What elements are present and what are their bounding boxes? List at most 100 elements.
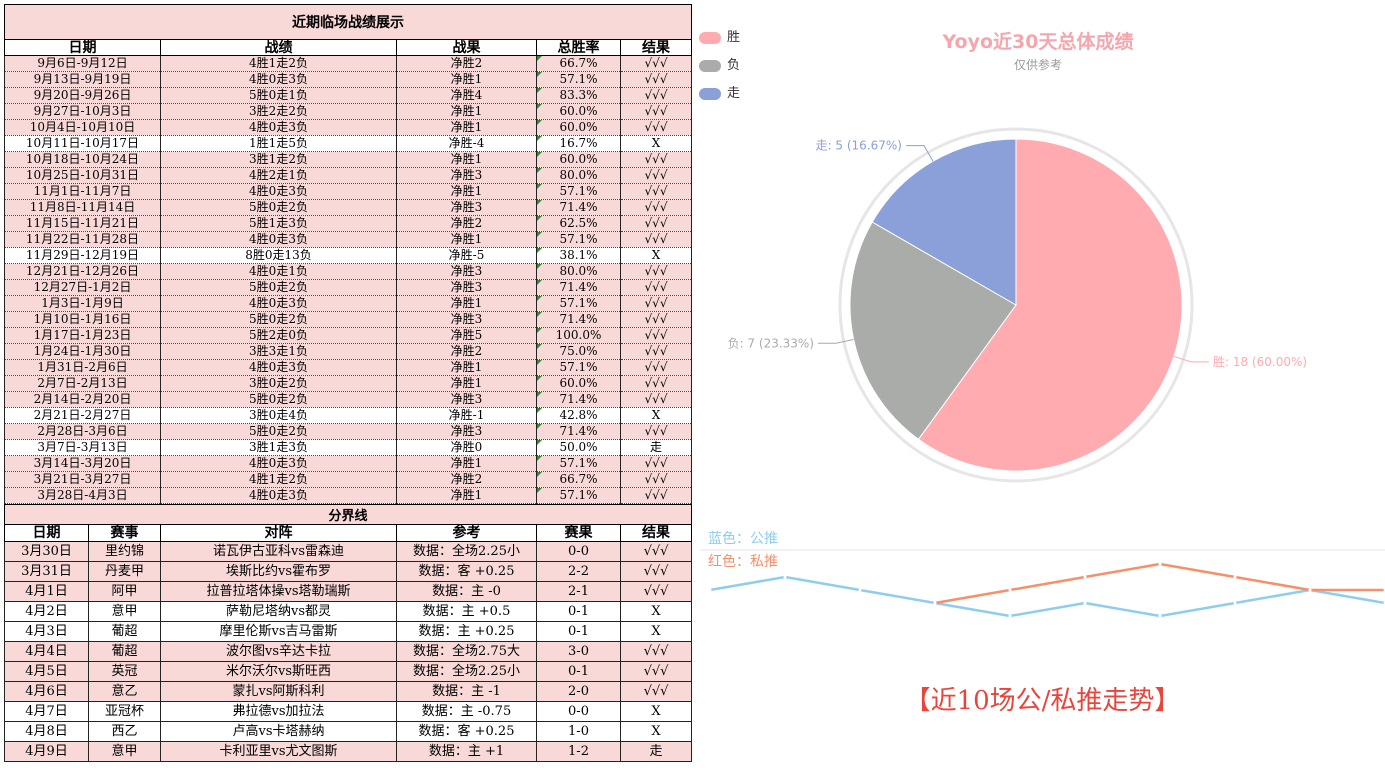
table-row: 2月7日-2月13日 3胜0走2负 净胜1 60.0% √√√ <box>4 375 693 392</box>
row-result: √√√ <box>619 375 693 392</box>
header-score: 赛果 <box>536 524 621 542</box>
table-row: 12月21日-12月26日 4胜0走1负 净胜3 80.0% √√√ <box>4 263 693 280</box>
pie-slice-0[interactable] <box>917 138 1183 472</box>
legend-item-win[interactable]: 胜 <box>699 26 740 45</box>
row-league: 意甲 <box>88 601 161 622</box>
pie-slice-1[interactable] <box>849 221 1017 440</box>
row-score: 2-0 <box>536 681 621 702</box>
row-match: 米尔沃尔vs斯旺西 <box>160 661 397 682</box>
row-outcome: 净胜1 <box>396 151 537 168</box>
row-date: 10月11日-10月17日 <box>4 135 161 152</box>
table-row: 9月27日-10月3日 3胜2走2负 净胜1 60.0% √√√ <box>4 103 693 120</box>
row-rate: 38.1% <box>536 247 621 264</box>
row-league: 丹麦甲 <box>88 561 161 582</box>
row-date: 4月7日 <box>4 701 89 722</box>
legend-label-push: 走 <box>727 86 741 101</box>
row-record: 5胜0走2负 <box>160 279 397 296</box>
legend-item-loss[interactable]: 负 <box>699 54 740 73</box>
row-league: 英冠 <box>88 661 161 682</box>
table-row: 10月25日-10月31日 4胜2走1负 净胜3 80.0% √√√ <box>4 167 693 184</box>
row-match: 萨勒尼塔纳vs都灵 <box>160 601 397 622</box>
row-date: 3月28日-4月3日 <box>4 487 161 504</box>
table-row: 11月1日-11月7日 4胜0走3负 净胜1 57.1% √√√ <box>4 183 693 200</box>
legend-label-loss: 负 <box>727 58 741 73</box>
row-result: √√√ <box>619 167 693 184</box>
row-result: 走 <box>619 439 693 456</box>
table-row: 3月14日-3月20日 4胜0走3负 净胜1 57.1% √√√ <box>4 455 693 472</box>
row-result: √√√ <box>619 215 693 232</box>
row-reference: 数据：全场2.25小 <box>396 661 537 682</box>
table-row: 1月31日-2月6日 4胜0走3负 净胜1 57.1% √√√ <box>4 359 693 376</box>
row-rate: 80.0% <box>536 167 621 184</box>
header-result: 结果 <box>619 39 693 56</box>
row-outcome: 净胜4 <box>396 87 537 104</box>
trend-point-1-6 <box>1158 562 1162 566</box>
row-outcome: 净胜3 <box>396 279 537 296</box>
row-match: 卡利亚里vs尤文图斯 <box>160 741 397 762</box>
row-result: √√√ <box>619 151 693 168</box>
row-rate: 42.8% <box>536 407 621 424</box>
row-result: X <box>619 601 693 622</box>
trend-caption: 【近10场公/私推走势】 <box>904 686 1181 716</box>
trend-point-1-8 <box>1308 588 1312 592</box>
row-record: 5胜0走2负 <box>160 199 397 216</box>
row-date: 11月1日-11月7日 <box>4 183 161 200</box>
row-date: 11月8日-11月14日 <box>4 199 161 216</box>
row-record: 8胜0走13负 <box>160 247 397 264</box>
table-row: 4月3日 葡超 摩里伦斯vs吉马雷斯 数据：主 +0.25 0-1 X <box>4 621 693 642</box>
pie-slice-2[interactable] <box>871 138 1017 306</box>
row-record: 4胜2走1负 <box>160 167 397 184</box>
row-outcome: 净胜1 <box>396 71 537 88</box>
legend-swatch-push <box>699 87 721 100</box>
row-outcome: 净胜0 <box>396 439 537 456</box>
table-row: 1月3日-1月9日 4胜0走3负 净胜1 57.1% √√√ <box>4 295 693 312</box>
row-record: 5胜1走3负 <box>160 215 397 232</box>
pie-leader-2 <box>906 145 934 162</box>
row-date: 9月6日-9月12日 <box>4 55 161 72</box>
row-result: √√√ <box>619 681 693 702</box>
row-record: 4胜0走3负 <box>160 183 397 200</box>
row-result: √√√ <box>619 327 693 344</box>
row-date: 1月17日-1月23日 <box>4 327 161 344</box>
row-score: 0-0 <box>536 541 621 562</box>
row-match: 蒙扎vs阿斯科利 <box>160 681 397 702</box>
row-league: 亚冠杯 <box>88 701 161 722</box>
row-outcome: 净胜-4 <box>396 135 537 152</box>
header-record: 战绩 <box>160 39 397 56</box>
row-score: 1-2 <box>536 741 621 762</box>
row-rate: 80.0% <box>536 263 621 280</box>
row-record: 4胜0走3负 <box>160 295 397 312</box>
header-date: 日期 <box>4 524 89 542</box>
row-outcome: 净胜2 <box>396 55 537 72</box>
row-record: 5胜2走0负 <box>160 327 397 344</box>
header-rate: 总胜率 <box>536 39 621 56</box>
row-record: 4胜1走2负 <box>160 471 397 488</box>
row-score: 0-1 <box>536 661 621 682</box>
row-record: 4胜0走3负 <box>160 359 397 376</box>
row-outcome: 净胜1 <box>396 455 537 472</box>
row-outcome: 净胜1 <box>396 183 537 200</box>
row-record: 3胜0走4负 <box>160 407 397 424</box>
row-outcome: 净胜3 <box>396 391 537 408</box>
row-outcome: 净胜-1 <box>396 407 537 424</box>
table-row: 10月18日-10月24日 3胜1走2负 净胜1 60.0% √√√ <box>4 151 693 168</box>
row-match: 摩里伦斯vs吉马雷斯 <box>160 621 397 642</box>
row-result: √√√ <box>619 561 693 582</box>
row-date: 1月10日-1月16日 <box>4 311 161 328</box>
trend-point-1-5 <box>1083 575 1087 579</box>
row-rate: 71.4% <box>536 279 621 296</box>
table-row: 10月4日-10月10日 4胜0走3负 净胜1 60.0% √√√ <box>4 119 693 136</box>
header-date: 日期 <box>4 39 161 56</box>
row-result: √√√ <box>619 295 693 312</box>
table-row: 9月6日-9月12日 4胜1走2负 净胜2 66.7% √√√ <box>4 55 693 72</box>
legend-item-push[interactable]: 走 <box>699 82 740 101</box>
row-record: 5胜0走1负 <box>160 87 397 104</box>
row-reference: 数据：主 -0.75 <box>396 701 537 722</box>
legend-private-pick: 红色：私推 <box>708 554 778 570</box>
table-row: 4月9日 意甲 卡利亚里vs尤文图斯 数据：主 +1 1-2 走 <box>4 741 693 762</box>
trend-point-0-6 <box>1158 614 1162 618</box>
row-outcome: 净胜1 <box>396 487 537 504</box>
table-row: 10月11日-10月17日 1胜1走5负 净胜-4 16.7% X <box>4 135 693 152</box>
row-date: 3月14日-3月20日 <box>4 455 161 472</box>
row-reference: 数据：全场2.75大 <box>396 641 537 662</box>
